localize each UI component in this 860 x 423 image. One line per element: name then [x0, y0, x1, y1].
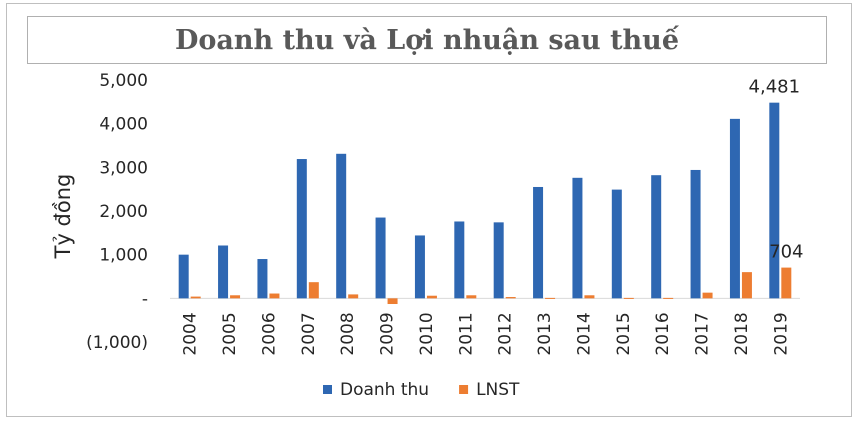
y-tick-label: -: [142, 289, 148, 309]
bar-lnst-2011: [466, 295, 477, 299]
bar-doanh-thu-2010: [414, 235, 425, 299]
x-tick-label: 2013: [535, 312, 555, 355]
x-tick-label: 2015: [614, 312, 634, 355]
chart-title: Doanh thu và Lợi nhuận sau thuế: [175, 24, 679, 56]
x-tick-label: 2008: [338, 312, 358, 355]
bar-doanh-thu-2015: [611, 189, 622, 299]
bar-doanh-thu-2019: [769, 102, 780, 299]
x-tick-label: 2004: [181, 312, 201, 355]
x-tick-label: 2019: [771, 312, 791, 355]
bars: [178, 102, 792, 305]
bar-doanh-thu-2017: [690, 169, 701, 299]
bar-lnst-2004: [190, 296, 201, 299]
legend-label: Doanh thu: [340, 380, 429, 400]
y-axis-label: Tỷ đồng: [51, 174, 75, 260]
legend-swatch: [323, 385, 332, 394]
x-tick-label: 2011: [456, 312, 476, 355]
bar-lnst-2006: [269, 293, 280, 299]
data-label: 4,481: [749, 77, 801, 98]
bar-lnst-2016: [663, 297, 674, 299]
bar-lnst-2018: [741, 272, 752, 299]
x-tick-label: 2016: [653, 312, 673, 355]
data-label: 704: [769, 242, 803, 263]
bar-lnst-2015: [623, 297, 634, 299]
bar-doanh-thu-2011: [454, 221, 465, 299]
bar-lnst-2008: [348, 294, 359, 299]
x-tick-label: 2005: [220, 312, 240, 355]
bar-doanh-thu-2005: [218, 245, 229, 299]
bar-doanh-thu-2016: [651, 175, 662, 299]
bar-lnst-2017: [702, 292, 713, 299]
bar-lnst-2005: [230, 295, 241, 299]
legend: Doanh thu LNST: [323, 380, 520, 400]
y-tick-label: 5,000: [99, 71, 148, 91]
y-tick-label: 4,000: [99, 115, 148, 135]
data-labels: 4,481 704: [749, 77, 804, 263]
x-tick-label: 2006: [259, 312, 279, 355]
y-tick-label: 2,000: [99, 202, 148, 222]
chart-frame: Doanh thu và Lợi nhuận sau thuế: [6, 3, 852, 417]
y-tick-label: (1,000): [86, 333, 148, 353]
x-tick-label: 2012: [496, 312, 516, 355]
bar-doanh-thu-2007: [296, 159, 307, 299]
legend-label: LNST: [476, 380, 520, 400]
x-tick-label: 2009: [378, 312, 398, 355]
y-axis-ticks: 5,000 4,000 3,000 2,000 1,000 - (1,000): [86, 71, 148, 353]
bar-lnst-2014: [584, 295, 595, 299]
x-tick-label: 2007: [299, 312, 319, 355]
x-tick-label: 2014: [574, 312, 594, 355]
x-tick-label: 2018: [732, 312, 752, 355]
bar-doanh-thu-2014: [572, 177, 583, 299]
bar-lnst-2009: [387, 298, 398, 305]
bar-doanh-thu-2004: [178, 254, 189, 299]
bar-doanh-thu-2006: [257, 259, 268, 299]
bar-doanh-thu-2018: [729, 118, 740, 299]
bar-lnst-2010: [426, 295, 437, 299]
bar-doanh-thu-2012: [493, 222, 504, 299]
x-tick-label: 2017: [693, 312, 713, 355]
bar-lnst-2019: [781, 267, 792, 299]
bar-doanh-thu-2013: [533, 186, 544, 299]
y-tick-label: 3,000: [99, 158, 148, 178]
legend-swatch: [459, 385, 469, 394]
bar-lnst-2013: [545, 297, 556, 299]
bar-doanh-thu-2009: [375, 217, 386, 299]
bar-lnst-2012: [505, 297, 516, 299]
x-tick-label: 2010: [417, 312, 437, 355]
chart-title-box: Doanh thu và Lợi nhuận sau thuế: [27, 16, 827, 64]
x-axis-ticks: 2004 2005 2006 2007 2008 2009 2010 2011 2012 2013…: [181, 312, 792, 355]
y-tick-label: 1,000: [99, 246, 148, 266]
bar-doanh-thu-2008: [336, 153, 347, 299]
bar-lnst-2007: [308, 282, 319, 299]
